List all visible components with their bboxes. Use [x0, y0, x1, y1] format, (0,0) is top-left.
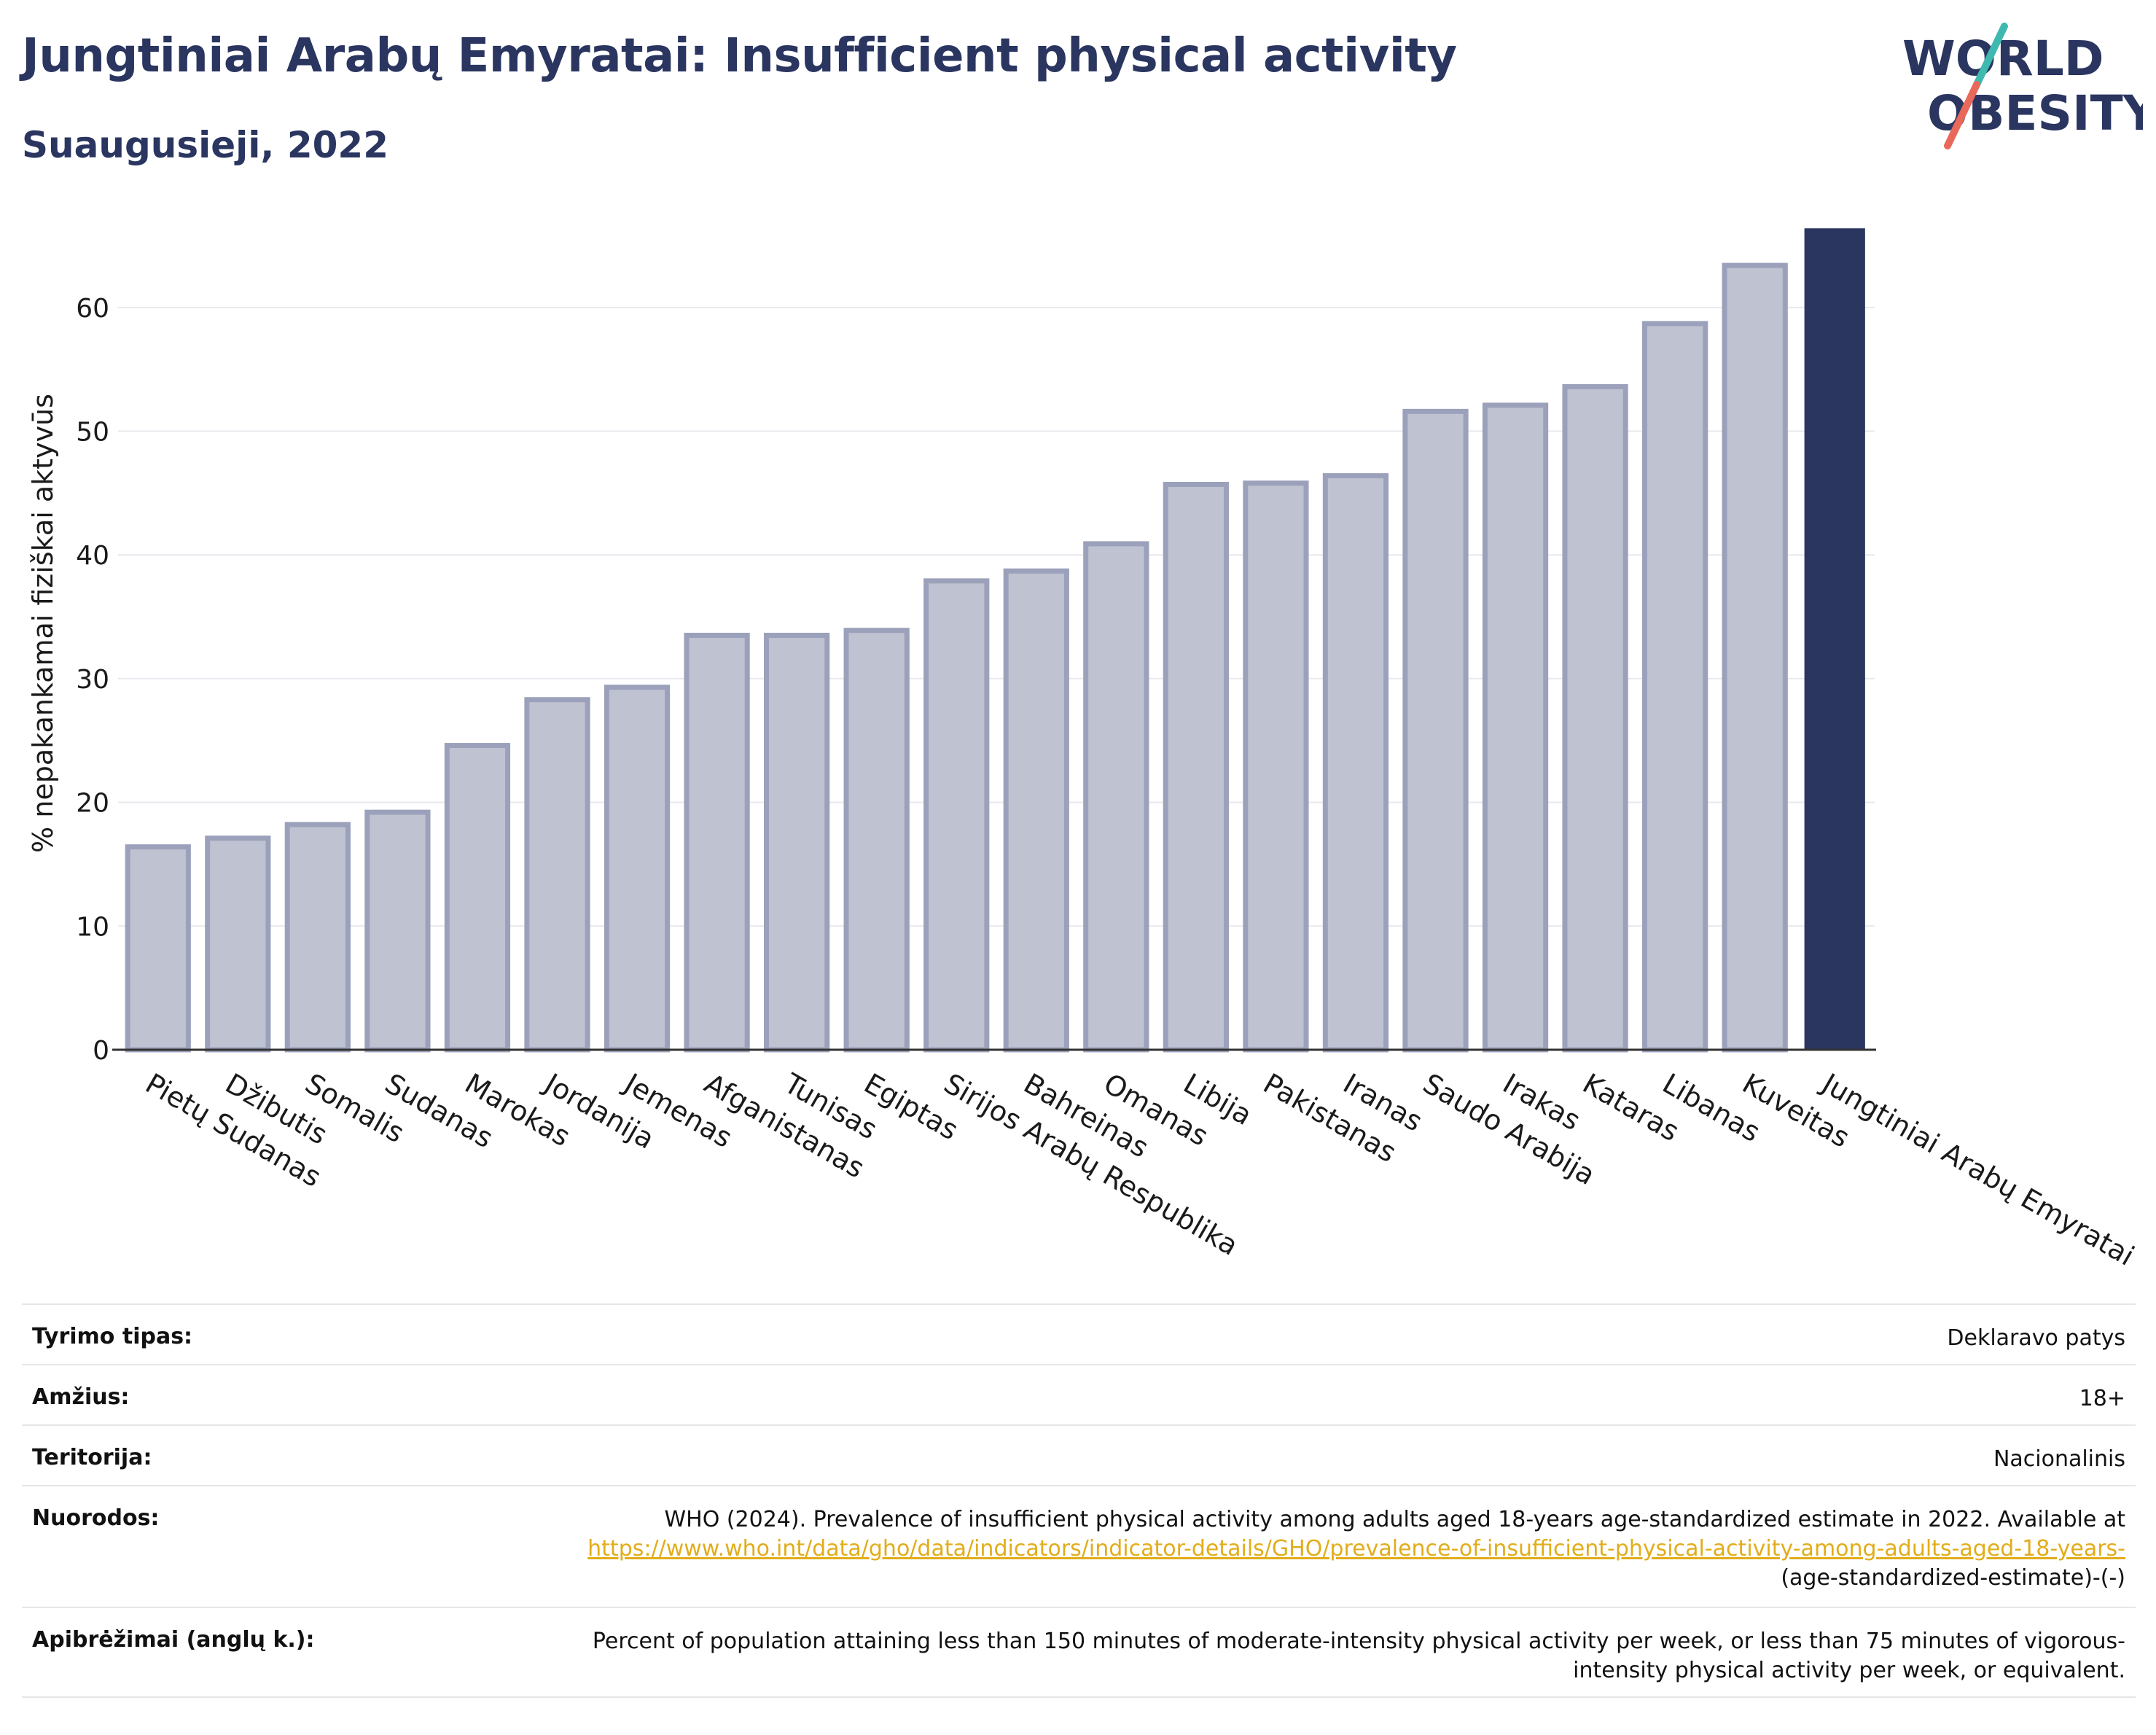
meta-value: 18+ — [2079, 1386, 2125, 1411]
meta-value: Nacionalinis — [1993, 1446, 2125, 1472]
bar-15 — [1322, 473, 1389, 1053]
world-obesity-logo: WORLD OBESITY — [1902, 23, 2143, 149]
y-tick-label: 40 — [76, 541, 109, 571]
bar-12 — [1083, 541, 1149, 1053]
meta-label: Nuorodos: — [32, 1505, 160, 1531]
meta-label: Apibrėžimai (anglų k.): — [32, 1627, 315, 1653]
meta-label: Tyrimo tipas: — [32, 1324, 193, 1349]
bar-19 — [1642, 321, 1708, 1053]
y-axis-label: % nepakankamai fiziškai aktyvūs — [27, 394, 59, 853]
bar-3 — [364, 809, 431, 1053]
bar-14 — [1243, 480, 1309, 1053]
y-tick-label: 10 — [76, 912, 109, 942]
logo-line1: WORLD — [1902, 31, 2104, 87]
meta-row-survey-type: Tyrimo tipas: Deklaravo patys — [22, 1303, 2136, 1364]
meta-value: Percent of population attaining less tha… — [592, 1629, 2125, 1683]
y-tick-label: 60 — [76, 294, 109, 324]
page-subtitle: Suaugusieji, 2022 — [22, 124, 388, 166]
meta-value: Deklaravo patys — [1947, 1325, 2125, 1351]
meta-row-references: Nuorodos: WHO (2024). Prevalence of insu… — [22, 1485, 2136, 1607]
meta-value: WHO (2024). Prevalence of insufficient p… — [536, 1505, 2125, 1593]
y-tick-label: 0 — [93, 1036, 109, 1066]
logo-slash-teal — [1973, 23, 2008, 88]
bar-13 — [1163, 481, 1229, 1053]
meta-label: Teritorija: — [32, 1445, 152, 1470]
bar-chart: 0 10 20 30 40 50 60 Pietų SudanasDžibutisSomal… — [27, 228, 2140, 1272]
bar-2 — [284, 822, 351, 1053]
meta-row-definitions: Apibrėžimai (anglų k.): Percent of popul… — [22, 1607, 2136, 1698]
meta-row-territory: Teritorija: Nacionalinis — [22, 1424, 2136, 1485]
bar-4 — [444, 743, 511, 1053]
bar-5 — [524, 697, 590, 1053]
x-tick-labels: Pietų SudanasDžibutisSomalisSudanasMarok… — [140, 1067, 2139, 1272]
bar-20 — [1722, 262, 1788, 1053]
meta-row-age: Amžius: 18+ — [22, 1364, 2136, 1424]
page-title: Jungtiniai Arabų Emyratai: Insufficient … — [22, 29, 1457, 83]
y-tick-labels: 0 10 20 30 40 50 60 — [76, 294, 109, 1066]
bar-9 — [843, 628, 910, 1053]
y-tick-label: 20 — [76, 789, 109, 819]
bar-6 — [604, 685, 671, 1053]
bar-8 — [764, 633, 830, 1053]
y-tick-label: 50 — [76, 418, 109, 448]
reference-text: WHO (2024). Prevalence of insufficient p… — [664, 1507, 2125, 1532]
reference-link[interactable]: https://www.who.int/data/gho/data/indica… — [587, 1536, 2125, 1562]
y-tick-label: 30 — [76, 665, 109, 695]
x-tick-label: Jungtiniai Arabų Emyratai — [1816, 1067, 2140, 1272]
meta-label: Amžius: — [32, 1384, 130, 1410]
reference-suffix: (age-standardized-estimate)-(-) — [1781, 1565, 2125, 1591]
logo-slash-red — [1944, 81, 1980, 149]
metadata-table: Tyrimo tipas: Deklaravo patys Amžius: 18… — [22, 1303, 2136, 1698]
bars — [125, 228, 1865, 1053]
bar-16 — [1402, 408, 1469, 1053]
bar-18 — [1562, 383, 1628, 1053]
bar-21 — [1804, 228, 1865, 1050]
bar-11 — [1003, 568, 1069, 1053]
bar-10 — [923, 578, 990, 1053]
bar-7 — [684, 633, 750, 1053]
bar-17 — [1482, 402, 1549, 1053]
bar-0 — [125, 844, 191, 1053]
bar-1 — [205, 835, 271, 1053]
